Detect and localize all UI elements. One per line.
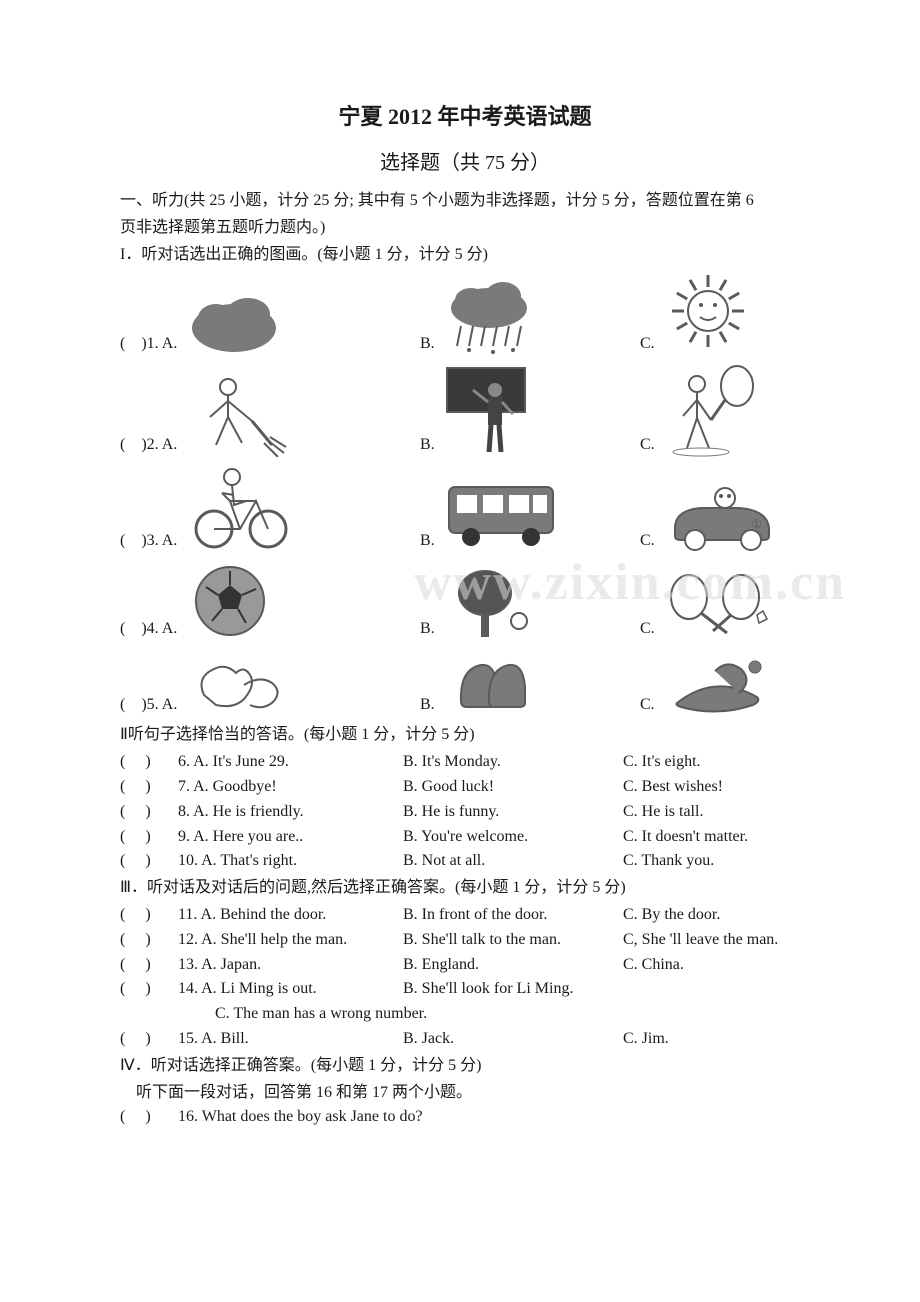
option-c[interactable]: C, She 'll leave the man.: [623, 928, 810, 953]
answer-blank[interactable]: ( ): [120, 928, 178, 953]
answer-blank[interactable]: ( ): [120, 750, 178, 775]
option-label: C.: [640, 529, 655, 554]
image-option-c[interactable]: C.: [640, 571, 800, 641]
answer-blank[interactable]: ( )1. A.: [120, 332, 180, 357]
option-b[interactable]: B. Good luck!: [403, 775, 623, 800]
page-title: 宁夏 2012 年中考英语试题: [120, 100, 810, 134]
option-c[interactable]: C. It doesn't matter.: [623, 825, 810, 850]
option-c[interactable]: [623, 977, 810, 1002]
option-b[interactable]: B. He is funny.: [403, 800, 623, 825]
option-c[interactable]: C. Thank you.: [623, 849, 810, 874]
answer-blank[interactable]: ( ): [120, 953, 178, 978]
image-question-row: ( )4. A. B. C.: [120, 559, 810, 641]
answer-blank[interactable]: ( )4. A.: [120, 617, 180, 642]
answer-blank[interactable]: ( ): [120, 775, 178, 800]
option-b[interactable]: B. It's Monday.: [403, 750, 623, 775]
option-c[interactable]: C. By the door.: [623, 903, 810, 928]
text-question-row: ( )15. A. Bill.B. Jack.C. Jim.: [120, 1027, 810, 1052]
image-option-c[interactable]: C. ①: [640, 478, 800, 553]
option-b[interactable]: B. She'll talk to the man.: [403, 928, 623, 953]
text-question-row: ( )6. A. It's June 29.B. It's Monday.C. …: [120, 750, 810, 775]
image-option-a[interactable]: ( )4. A.: [120, 559, 420, 641]
image-option-a[interactable]: ( )1. A.: [120, 286, 420, 356]
image-option-b[interactable]: B.: [420, 473, 640, 553]
image-option-a[interactable]: ( )5. A.: [120, 655, 420, 717]
option-a[interactable]: 10. A. That's right.: [178, 849, 403, 874]
section-3-heading: Ⅲ．听对话及对话后的问题,然后选择正确答案。(每小题 1 分，计分 5 分): [120, 876, 810, 901]
question-text: 16. What does the boy ask Jane to do?: [178, 1105, 423, 1130]
text-question-row: ( )8. A. He is friendly.B. He is funny.C…: [120, 800, 810, 825]
option-a[interactable]: 13. A. Japan.: [178, 953, 403, 978]
option-c[interactable]: C. He is tall.: [623, 800, 810, 825]
text-question-row: ( )11. A. Behind the door.B. In front of…: [120, 903, 810, 928]
image-option-a[interactable]: ( )2. A.: [120, 367, 420, 457]
option-label: B.: [420, 529, 435, 554]
text-question-row: ( )14. A. Li Ming is out.B. She'll look …: [120, 977, 810, 1002]
option-a[interactable]: 9. A. Here you are..: [178, 825, 403, 850]
intro-line-2: 页非选择题第五题听力题内。): [120, 216, 810, 241]
option-label: C.: [640, 433, 655, 458]
answer-blank[interactable]: ( ): [120, 825, 178, 850]
section-4-heading: Ⅳ．听对话选择正确答案。(每小题 1 分，计分 5 分): [120, 1054, 810, 1079]
section-4-sub: 听下面一段对话，回答第 16 和第 17 两个小题。: [136, 1081, 810, 1106]
option-c[interactable]: C. It's eight.: [623, 750, 810, 775]
text-question-row: ( )10. A. That's right.B. Not at all.C. …: [120, 849, 810, 874]
option-label: B.: [420, 433, 435, 458]
answer-blank[interactable]: ( )5. A.: [120, 693, 180, 718]
image-option-b[interactable]: B.: [420, 647, 640, 717]
question-row: ( ) 16. What does the boy ask Jane to do…: [120, 1105, 810, 1130]
option-a[interactable]: 14. A. Li Ming is out.: [178, 977, 403, 1002]
option-a[interactable]: 7. A. Goodbye!: [178, 775, 403, 800]
option-c[interactable]: C. Jim.: [623, 1027, 810, 1052]
text-question-row: ( )12. A. She'll help the man.B. She'll …: [120, 928, 810, 953]
answer-blank[interactable]: ( ): [120, 800, 178, 825]
option-a[interactable]: 8. A. He is friendly.: [178, 800, 403, 825]
option-b[interactable]: B. Jack.: [403, 1027, 623, 1052]
image-question-row: ( )1. A. B. C.: [120, 271, 810, 356]
image-option-c[interactable]: C.: [640, 362, 800, 457]
text-question-row: ( )7. A. Goodbye!B. Good luck!C. Best wi…: [120, 775, 810, 800]
option-b[interactable]: B. England.: [403, 953, 623, 978]
option-b[interactable]: B. Not at all.: [403, 849, 623, 874]
image-option-c[interactable]: C.: [640, 653, 800, 717]
answer-blank[interactable]: ( ): [120, 1027, 178, 1052]
text-question-row: ( )9. A. Here you are..B. You're welcome…: [120, 825, 810, 850]
answer-blank[interactable]: ( ): [120, 849, 178, 874]
image-option-b[interactable]: B.: [420, 563, 640, 641]
image-question-row: ( )3. A. B. C. ①: [120, 463, 810, 553]
option-b[interactable]: B. You're welcome.: [403, 825, 623, 850]
image-option-a[interactable]: ( )3. A.: [120, 463, 420, 553]
intro-line-1: 一、听力(共 25 小题，计分 25 分; 其中有 5 个小题为非选择题，计分 …: [120, 189, 810, 214]
section-1-heading: I．听对话选出正确的图画。(每小题 1 分，计分 5 分): [120, 243, 810, 268]
option-label: B.: [420, 332, 435, 357]
image-option-b[interactable]: B.: [420, 276, 640, 356]
option-c[interactable]: C. China.: [623, 953, 810, 978]
answer-blank[interactable]: ( )3. A.: [120, 529, 180, 554]
answer-blank[interactable]: ( ): [120, 903, 178, 928]
option-c[interactable]: C. Best wishes!: [623, 775, 810, 800]
option-label: C.: [640, 617, 655, 642]
option-label: B.: [420, 693, 435, 718]
answer-blank[interactable]: ( ): [120, 977, 178, 1002]
answer-blank[interactable]: ( ): [120, 1105, 178, 1130]
option-a[interactable]: 6. A. It's June 29.: [178, 750, 403, 775]
option-a[interactable]: 12. A. She'll help the man.: [178, 928, 403, 953]
image-question-row: ( )2. A. B. C.: [120, 362, 810, 457]
option-b[interactable]: B. In front of the door.: [403, 903, 623, 928]
text-question-row: ( )13. A. Japan.B. England.C. China.: [120, 953, 810, 978]
option-a[interactable]: 11. A. Behind the door.: [178, 903, 403, 928]
option-label: B.: [420, 617, 435, 642]
svg-text:①: ①: [751, 517, 762, 531]
section-subtitle: 选择题（共 75 分）: [120, 148, 810, 179]
section-2-heading: Ⅱ听句子选择恰当的答语。(每小题 1 分，计分 5 分): [120, 723, 810, 748]
image-option-c[interactable]: C.: [640, 271, 800, 356]
option-label: C.: [640, 693, 655, 718]
image-option-b[interactable]: B.: [420, 362, 640, 457]
option-label: C.: [640, 332, 655, 357]
answer-blank[interactable]: ( )2. A.: [120, 433, 180, 458]
option-c-wrapped[interactable]: C. The man has a wrong number.: [215, 1002, 810, 1027]
image-question-row: ( )5. A. B. C.: [120, 647, 810, 717]
option-a[interactable]: 15. A. Bill.: [178, 1027, 403, 1052]
option-b[interactable]: B. She'll look for Li Ming.: [403, 977, 623, 1002]
